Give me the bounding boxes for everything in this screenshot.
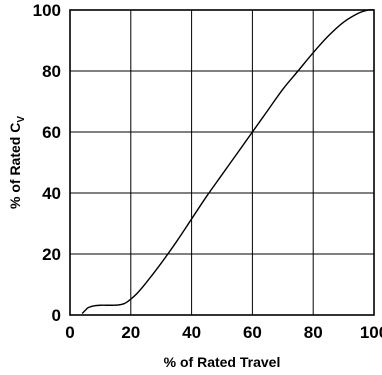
y-tick-label: 100 (33, 1, 61, 20)
y-tick-label: 20 (42, 245, 61, 264)
y-axis-title-main: % of Rated C (7, 123, 23, 209)
y-tick-label: 60 (42, 123, 61, 142)
x-tick-label: 60 (243, 323, 262, 342)
y-axis-title-subscript: V (16, 116, 27, 123)
plot-frame (69, 9, 375, 316)
x-tick-label: 100 (360, 323, 382, 342)
series-group (81, 9, 375, 314)
y-tick-label: 40 (42, 184, 61, 203)
y-tick-label: 0 (52, 306, 61, 325)
x-tick-labels: 0 20 40 60 80 100 (65, 323, 382, 342)
x-axis-title: % of Rated Travel (164, 354, 281, 370)
y-tick-label: 80 (42, 62, 61, 81)
y-tick-labels: 0 20 40 60 80 100 (33, 1, 61, 325)
x-tick-label: 20 (121, 323, 140, 342)
series-line (81, 9, 375, 314)
grid (69, 9, 375, 316)
x-tick-label: 0 (65, 323, 74, 342)
x-tick-label: 80 (304, 323, 323, 342)
y-axis-title: % of Rated CV (7, 116, 27, 209)
x-tick-label: 40 (182, 323, 201, 342)
